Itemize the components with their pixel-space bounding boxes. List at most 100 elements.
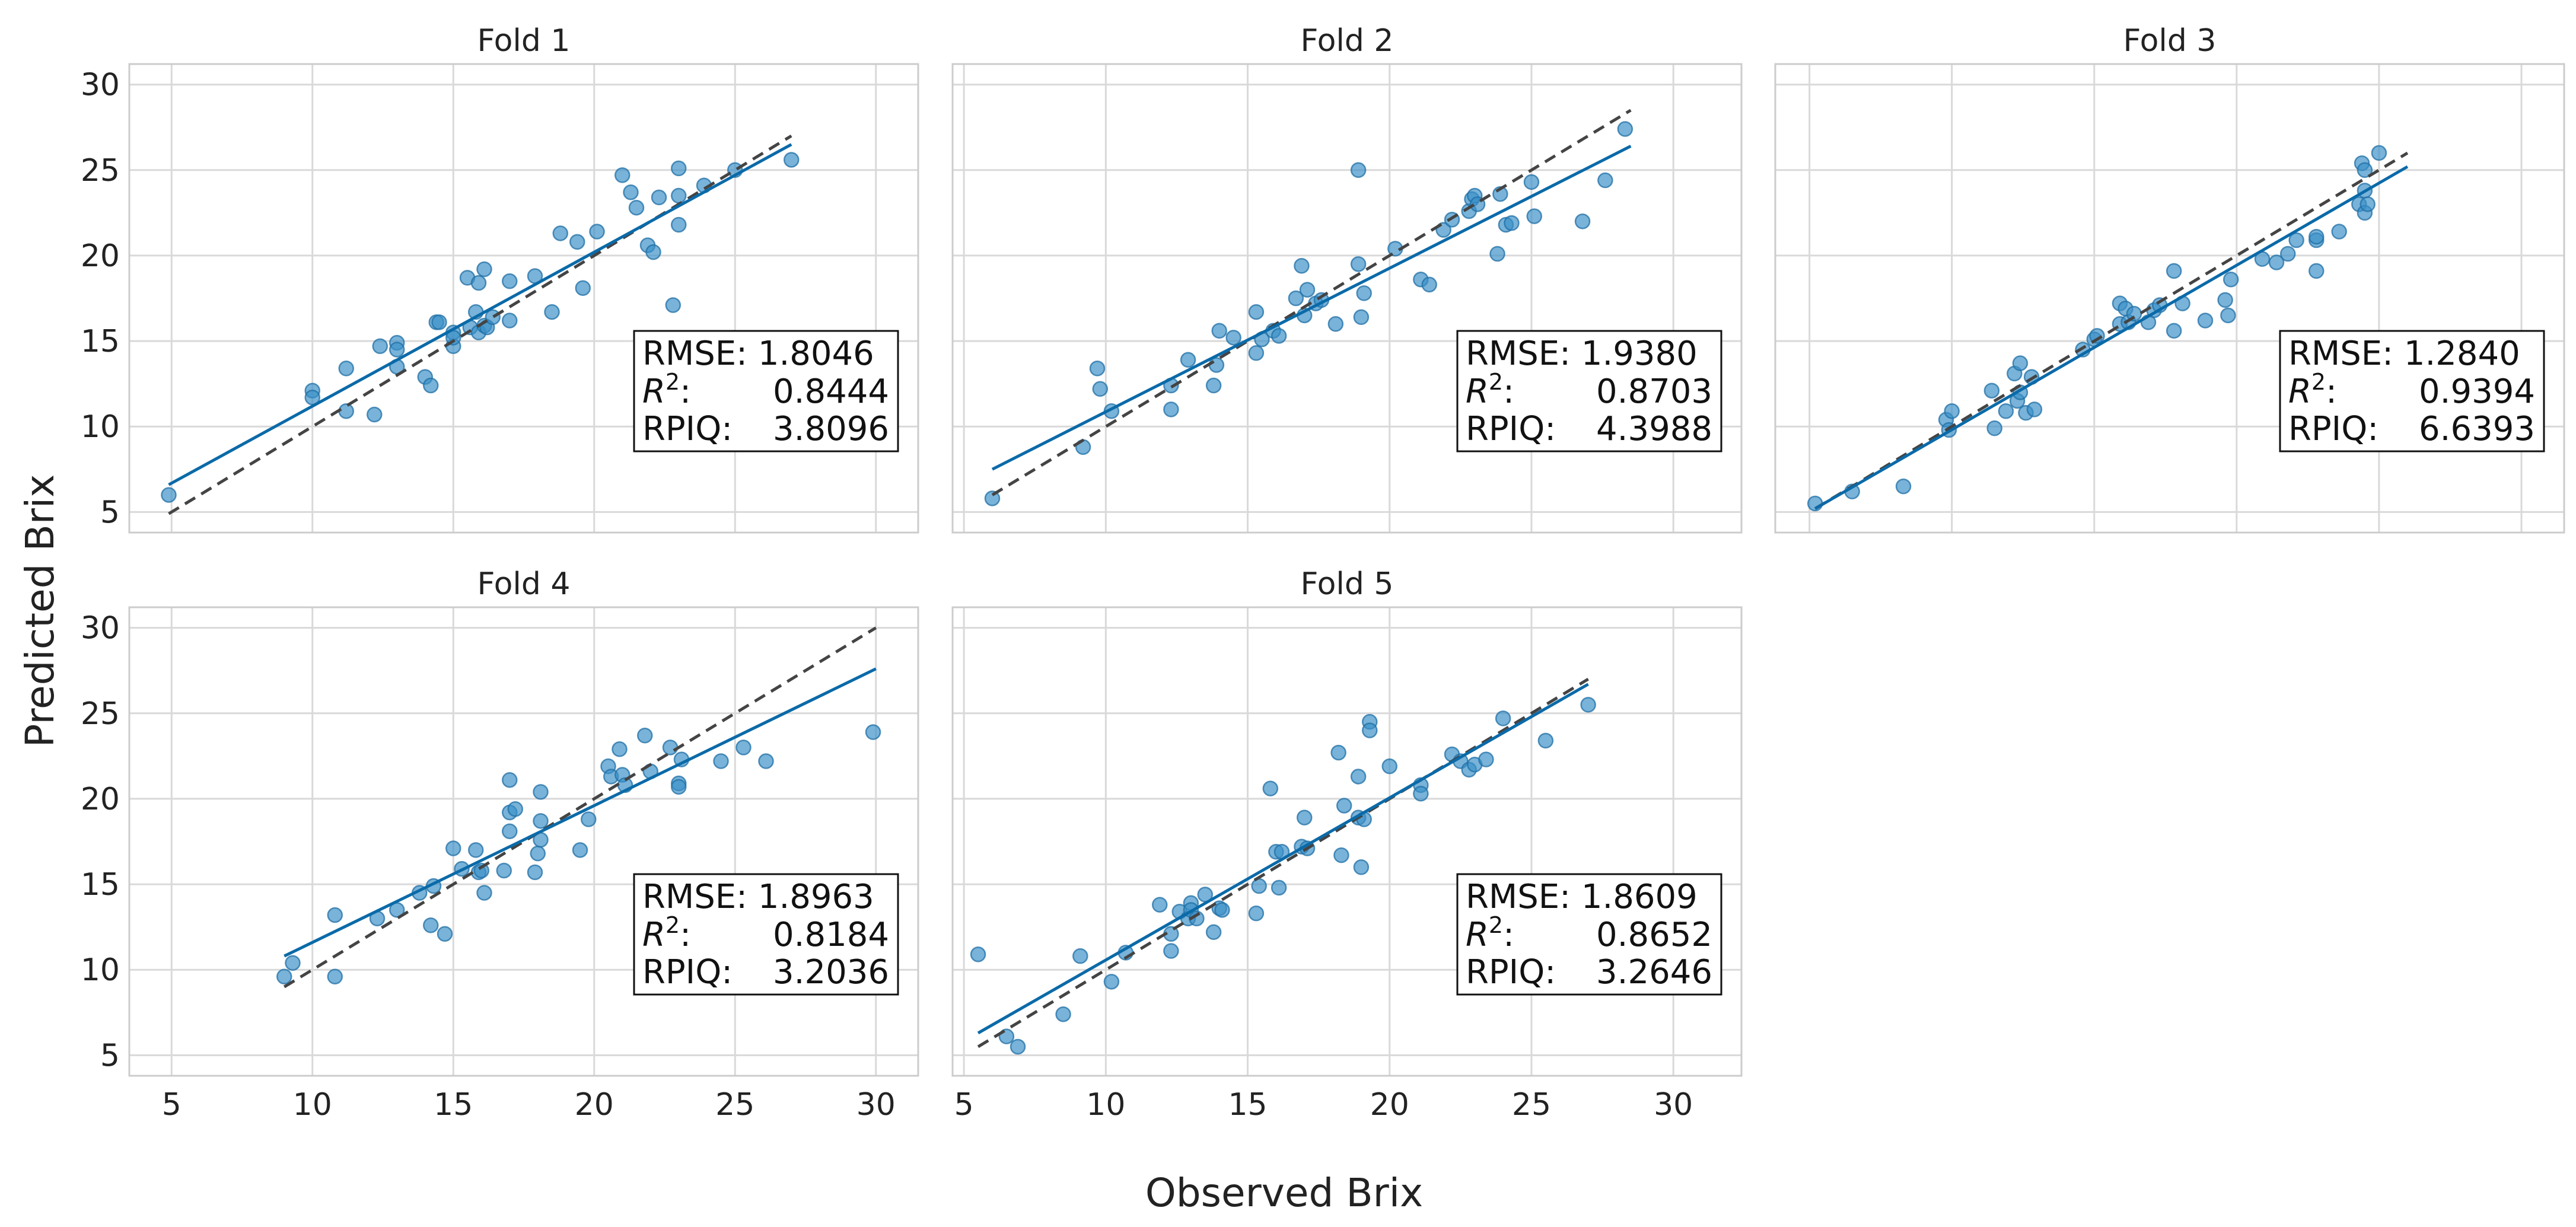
rmse-text: RMSE: 1.8609	[1466, 878, 1698, 916]
data-point	[713, 753, 729, 769]
data-point	[437, 926, 453, 942]
data-point	[1151, 897, 1168, 913]
r2-label: R2:	[642, 912, 691, 954]
data-point	[1205, 377, 1222, 394]
rpiq-value: 3.2646	[1596, 953, 1712, 992]
data-point	[1489, 246, 1505, 262]
panel-title: Fold 4	[477, 566, 571, 602]
data-point	[1597, 172, 1613, 189]
plot-frame	[128, 63, 919, 534]
rpiq-label: RPIQ:	[642, 953, 733, 992]
data-point	[468, 842, 484, 858]
r2-label: R2:	[1466, 369, 1514, 411]
data-point	[2371, 145, 2387, 161]
data-point	[2288, 232, 2304, 248]
data-point	[1523, 174, 1540, 190]
data-point	[1271, 879, 1287, 896]
data-point	[1574, 213, 1591, 230]
data-point	[2220, 307, 2236, 324]
data-point	[1299, 282, 1316, 298]
data-point	[1072, 948, 1088, 964]
r2-value: 0.8703	[1596, 372, 1712, 411]
data-point	[1163, 401, 1179, 418]
data-point	[1350, 162, 1367, 179]
plot-frame	[951, 63, 1743, 534]
data-point	[637, 727, 653, 744]
stats-box	[633, 330, 899, 452]
identity-line	[991, 109, 1632, 496]
data-point	[476, 261, 492, 278]
data-point	[1327, 315, 1344, 332]
data-point	[1526, 208, 1543, 224]
data-point	[1617, 121, 1634, 137]
plot-frame	[951, 606, 1743, 1077]
x-tick-label: 20	[575, 1087, 614, 1123]
data-point	[784, 152, 800, 168]
y-tick-label: 10	[81, 409, 120, 445]
data-point	[1248, 905, 1265, 922]
data-point	[533, 784, 549, 800]
data-point	[2089, 328, 2105, 344]
rpiq-value: 4.3988	[1596, 410, 1712, 448]
data-point	[276, 968, 292, 985]
y-tick-label: 5	[100, 495, 120, 530]
identity-line	[1814, 151, 2409, 510]
y-tick-label: 25	[81, 153, 120, 189]
data-point	[645, 244, 661, 260]
rpiq-label: RPIQ:	[2288, 410, 2378, 448]
data-point	[1288, 290, 1304, 307]
data-point	[470, 275, 487, 291]
data-point	[1580, 697, 1596, 713]
y-tick-label: 5	[100, 1038, 120, 1073]
data-point	[1296, 809, 1313, 826]
x-tick-label: 15	[1228, 1087, 1267, 1123]
panel-title: Fold 1	[477, 23, 571, 59]
data-point	[1271, 328, 1287, 344]
data-point	[327, 907, 343, 923]
fit-line	[1814, 165, 2409, 510]
data-point	[984, 490, 1001, 506]
fit-line	[284, 667, 877, 958]
data-point	[671, 216, 687, 233]
data-point	[2222, 272, 2239, 288]
r2-label: R2:	[2288, 369, 2337, 411]
data-point	[1895, 478, 1912, 495]
x-tick-label: 20	[1370, 1087, 1409, 1123]
data-point	[1362, 722, 1378, 738]
data-point	[1381, 758, 1398, 775]
data-point	[2166, 323, 2182, 339]
data-point	[485, 309, 501, 325]
panel-title: Fold 5	[1301, 566, 1394, 602]
data-point	[662, 740, 679, 756]
x-tick-label: 30	[856, 1087, 896, 1123]
x-tick-label: 25	[715, 1087, 754, 1123]
data-point	[1421, 276, 1437, 293]
stats-box	[1456, 873, 1722, 996]
x-tick-label: 30	[1654, 1087, 1693, 1123]
y-tick-label: 25	[81, 696, 120, 732]
rmse-text: RMSE: 1.9380	[1466, 334, 1698, 373]
data-point	[530, 845, 546, 862]
data-point	[1010, 1038, 1026, 1055]
data-point	[1211, 323, 1227, 339]
data-point	[544, 304, 560, 320]
rpiq-label: RPIQ:	[1466, 953, 1556, 992]
data-point	[1537, 732, 1554, 749]
data-point	[367, 406, 383, 423]
data-point	[2360, 196, 2376, 212]
data-point	[533, 813, 549, 829]
data-point	[569, 234, 585, 250]
data-point	[671, 187, 687, 204]
data-point	[338, 360, 354, 377]
data-point	[2197, 313, 2214, 329]
data-point	[614, 167, 631, 183]
data-point	[572, 842, 588, 858]
data-point	[502, 823, 518, 839]
data-point	[581, 811, 597, 827]
data-point	[1214, 902, 1230, 918]
data-point	[1248, 345, 1265, 361]
